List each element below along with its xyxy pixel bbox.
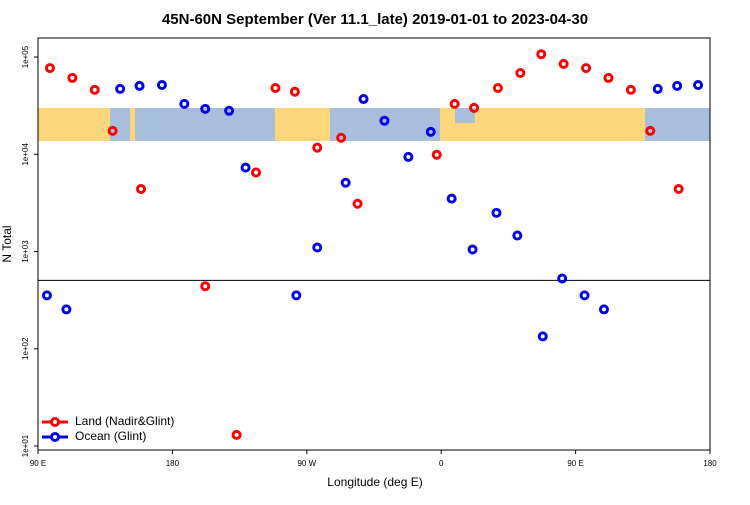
point [107,125,118,136]
point [625,84,636,95]
point [536,49,547,60]
y-axis-label: N Total [0,225,14,262]
point [179,98,190,109]
legend-label: Land (Nadir&Glint) [75,414,174,428]
legend-marker [50,417,60,427]
point [403,151,414,162]
point [251,167,262,178]
point [289,86,300,97]
point [61,304,72,315]
x-tick-label: 180 [703,459,717,468]
point [581,63,592,74]
y-tick-label: 1e+04 [21,143,30,166]
point [512,230,523,241]
point [491,207,502,218]
point [312,242,323,253]
chart-title: 45N-60N September (Ver 11.1_late) 2019-0… [162,11,588,28]
x-tick-label: 0 [439,459,444,468]
point [557,273,568,284]
x-tick-label: 90 E [30,459,46,468]
point [352,198,363,209]
point [672,80,683,91]
point [340,177,351,188]
x-tick-label: 90 E [567,459,583,468]
x-tick-label: 90 W [297,459,316,468]
point [515,68,526,79]
point [603,72,614,83]
y-tick-label: 1e+02 [21,337,30,360]
point [558,58,569,69]
point [446,193,457,204]
y-tick-label: 1e+05 [21,45,30,68]
point [115,83,126,94]
point [598,304,609,315]
legend-label: Ocean (Glint) [75,429,146,443]
point [200,103,211,114]
point [358,94,369,105]
point [224,105,235,116]
point [693,79,704,90]
point [645,125,656,136]
point [652,83,663,94]
point [240,162,251,173]
x-tick-label: 180 [166,459,180,468]
point [156,79,167,90]
point [379,115,390,126]
map-band [38,108,710,141]
point [291,290,302,301]
y-tick-label: 1e+01 [21,434,30,457]
point [200,281,211,292]
plot-frame [37,37,711,451]
point [89,84,100,95]
point [467,244,478,255]
point [579,290,590,301]
point [67,72,78,83]
point [425,126,436,137]
point [449,98,460,109]
point [231,429,242,440]
point [469,102,480,113]
point [312,142,323,153]
point [136,183,147,194]
point [134,80,145,91]
point [270,83,281,94]
point [44,63,55,74]
legend-marker [50,432,60,442]
point [336,132,347,143]
point [492,83,503,94]
point [41,290,52,301]
point [431,149,442,160]
y-tick-label: 1e+03 [21,240,30,263]
x-axis-label: Longitude (deg E) [327,475,422,489]
point [673,183,684,194]
point [537,331,548,342]
